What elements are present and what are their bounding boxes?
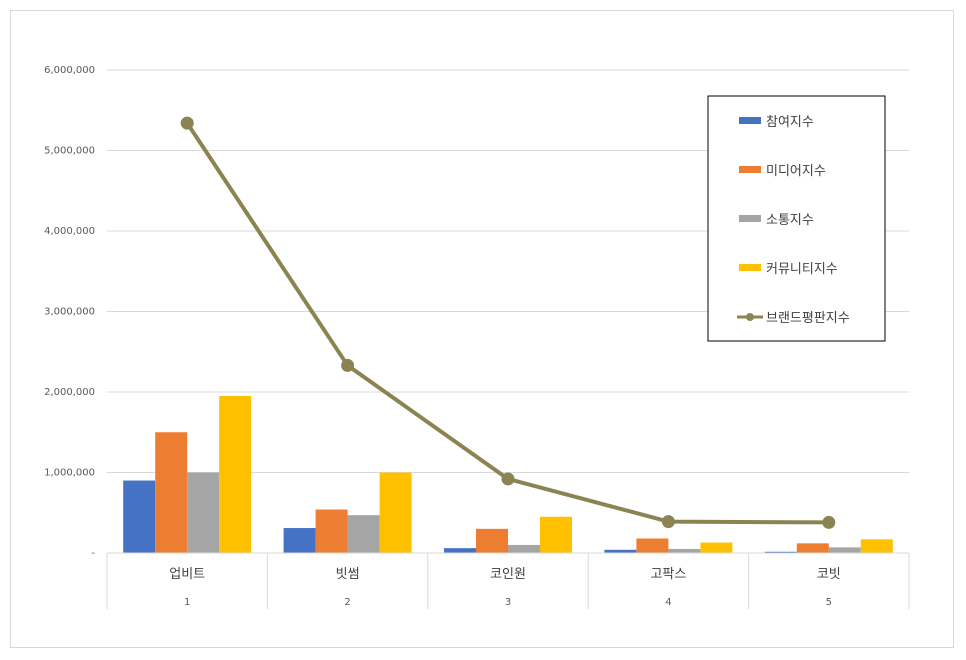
line-series (180, 116, 836, 529)
x-category-label: 고팍스 (650, 567, 686, 582)
y-axis-tick-labels: - 1,000,000 2,000,000 3,000,000 4,000,000 5,0… (44, 65, 95, 559)
bar (828, 547, 861, 553)
line-point (501, 472, 515, 486)
y-tick-label: 6,000,000 (44, 65, 95, 76)
x-category-label: 코인원 (490, 567, 526, 582)
x-rank-label: 5 (826, 597, 832, 608)
x-category-label: 업비트 (169, 567, 205, 582)
bar (315, 509, 348, 553)
legend-label: 커뮤니티지수 (766, 262, 838, 277)
bar (379, 472, 412, 553)
x-rank-label: 3 (505, 597, 511, 608)
bar (540, 516, 572, 553)
legend-swatch (739, 117, 761, 124)
legend-label: 참여지수 (766, 115, 814, 130)
x-rank-label: 2 (344, 597, 350, 608)
y-tick-label: 4,000,000 (44, 226, 95, 237)
bar (604, 549, 637, 553)
legend-swatch (739, 215, 761, 222)
legend-label: 미디어지수 (766, 164, 826, 179)
line-point (822, 515, 836, 529)
x-rank-label: 4 (665, 597, 671, 608)
legend-label: 소통지수 (766, 213, 814, 228)
x-rank-label: 1 (184, 597, 190, 608)
chart-svg: - 1,000,000 2,000,000 3,000,000 4,000,000 5,0… (44, 65, 910, 609)
y-tick-label: 1,000,000 (44, 468, 95, 479)
bar (123, 480, 156, 553)
bar (187, 472, 220, 553)
legend-box (707, 95, 886, 342)
bar-series (123, 396, 893, 553)
bar (508, 544, 540, 553)
y-tick-label: 5,000,000 (44, 146, 95, 157)
line-point (180, 116, 194, 130)
bar (764, 551, 797, 553)
legend-line-marker (746, 313, 754, 321)
bar (796, 543, 829, 553)
y-tick-label: 3,000,000 (44, 307, 95, 318)
bar (347, 515, 380, 553)
bar (444, 548, 476, 553)
legend-label: 브랜드평판지수 (766, 311, 850, 326)
bar (476, 528, 508, 553)
bar (700, 542, 733, 553)
legend-swatch (739, 166, 761, 173)
legend-swatch (739, 264, 761, 271)
bar (668, 548, 701, 553)
x-category-label: 코빗 (817, 567, 841, 582)
x-axis: 업비트 1 빗썸 2 코인원 3 고팍스 4 코빗 5 (106, 552, 910, 609)
bar (636, 538, 669, 553)
bar (860, 539, 893, 553)
line-point (341, 358, 355, 372)
y-tick-label: - (91, 548, 95, 559)
chart-frame: - 1,000,000 2,000,000 3,000,000 4,000,000 5,0… (10, 10, 954, 648)
y-tick-label: 2,000,000 (44, 387, 95, 398)
bar (155, 432, 188, 553)
bar (219, 396, 252, 553)
bar (283, 528, 316, 553)
line-point (661, 515, 675, 529)
x-category-label: 빗썸 (336, 567, 360, 582)
